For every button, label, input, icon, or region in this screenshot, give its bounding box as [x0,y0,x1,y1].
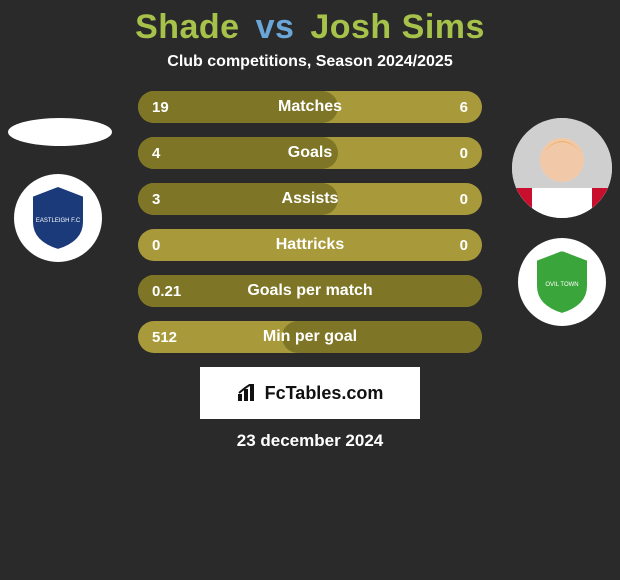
page-title: Shade vs Josh Sims [0,8,620,47]
stat-bar-highlight [138,275,482,307]
stat-bar-base [138,229,482,261]
stat-bar: Matches196 [138,91,482,123]
bar-chart-icon [237,384,259,402]
stat-bar-highlight [138,183,338,215]
player2-name: Josh Sims [310,8,485,46]
player1-avatar [8,118,112,146]
stat-bar-highlight [138,137,338,169]
comparison-card: Shade vs Josh Sims Club competitions, Se… [0,0,620,580]
player1-name: Shade [135,8,240,46]
stat-bar: Goals40 [138,137,482,169]
subtitle: Club competitions, Season 2024/2025 [0,53,620,71]
svg-text:EASTLEIGH F.C: EASTLEIGH F.C [36,218,81,224]
stat-bar: Goals per match0.21 [138,275,482,307]
vs-label: vs [256,8,295,46]
stat-bar: Assists30 [138,183,482,215]
player1-side: EASTLEIGH F.C [8,118,108,262]
stat-bar-highlight [282,321,482,353]
date-label: 23 december 2024 [0,431,620,451]
stat-bar: Hattricks00 [138,229,482,261]
fctables-logo: FcTables.com [200,367,420,419]
player2-side: OVIL TOWN [512,118,612,326]
logo-text: FcTables.com [265,383,384,404]
svg-text:OVIL TOWN: OVIL TOWN [545,282,578,288]
player1-crest: EASTLEIGH F.C [14,174,102,262]
stat-bar: Min per goal512 [138,321,482,353]
stat-bar-highlight [138,91,338,123]
player2-crest: OVIL TOWN [518,238,606,326]
player2-avatar [512,118,612,218]
stats-column: Matches196 Goals40 Assists30 Hattricks00 Goa… [138,91,482,353]
